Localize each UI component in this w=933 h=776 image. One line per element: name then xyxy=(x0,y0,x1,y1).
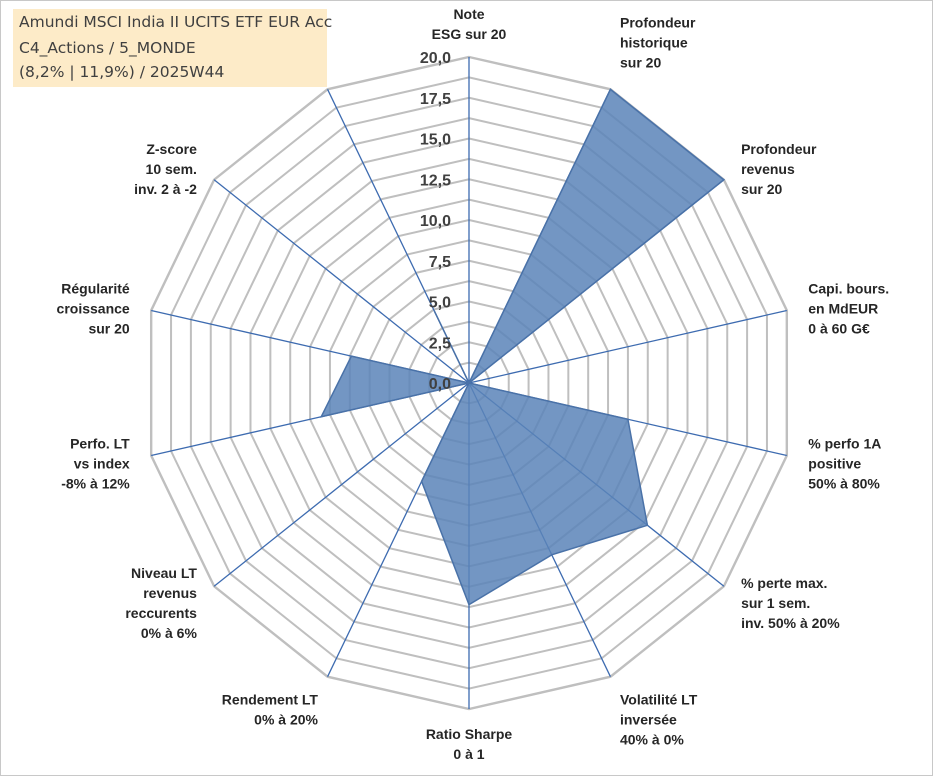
radial-tick-label: 17,5 xyxy=(420,91,451,108)
category-label: Note ESG sur 20 xyxy=(432,6,507,42)
radial-tick-label: 12,5 xyxy=(420,172,451,189)
radial-tick-label: 7,5 xyxy=(429,254,451,271)
axis-spoke xyxy=(213,382,470,587)
category-label: Capi. bours. en MdEUR 0 à 60 G€ xyxy=(808,281,889,337)
category-label: % perte max. sur 1 sem. inv. 50% à 20% xyxy=(741,575,840,631)
radial-tick-label: 0,0 xyxy=(429,376,451,393)
radial-tick-label: 10,0 xyxy=(420,213,451,230)
category-label: Z-score 10 sem. inv. 2 à -2 xyxy=(134,141,197,197)
chart-title-box: Amundi MSCI India II UCITS ETF EUR Acc C… xyxy=(13,9,332,87)
category-label: Régularité croissance sur 20 xyxy=(57,281,130,337)
chart-title: Amundi MSCI India II UCITS ETF EUR Acc xyxy=(19,13,333,31)
category-label: % perfo 1A positive 50% à 80% xyxy=(808,435,881,491)
radial-tick-label: 15,0 xyxy=(420,132,451,149)
chart-subtitle-stats: (8,2% | 11,9%) / 2025W44 xyxy=(19,63,225,81)
tick-layer: 0,0 2,5 5,0 7,5 10,0 12,5 15,0 17,5 20,0 xyxy=(420,50,451,393)
chart-subtitle-category: C4_Actions / 5_MONDE xyxy=(19,39,196,57)
radial-tick-label: 5,0 xyxy=(429,295,451,312)
category-label: Profondeur revenus sur 20 xyxy=(741,141,817,197)
series-layer xyxy=(319,88,726,606)
radial-tick-label: 20,0 xyxy=(420,50,451,67)
category-label: Profondeur historique sur 20 xyxy=(620,14,696,70)
category-label: Ratio Sharpe 0 à 1 xyxy=(426,726,513,762)
axis-spoke xyxy=(468,309,787,384)
axis-spoke xyxy=(213,179,470,384)
category-label: Volatilité LT inversée 40% à 0% xyxy=(620,692,698,748)
radial-tick-label: 2,5 xyxy=(429,335,451,352)
category-label: Niveau LT revenus reccurents 0% à 6% xyxy=(125,565,197,641)
svg-text:% perte max.sur 1 sem.inv. 50%: % perte max. sur 1 sem. inv. 50% à 20% xyxy=(741,575,840,631)
svg-text:Rendement LT0% à 20%: Rendement LT 0% à 20% xyxy=(222,692,319,728)
category-label: Rendement LT 0% à 20% xyxy=(222,692,319,728)
category-label: Perfo. LT vs index -8% à 12% xyxy=(61,435,130,491)
